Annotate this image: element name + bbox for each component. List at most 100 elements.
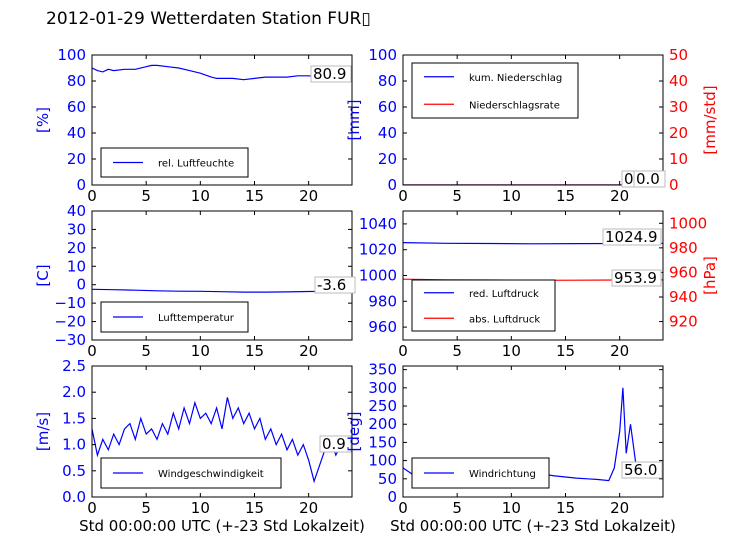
series-line-humidity-0 — [92, 64, 352, 81]
legend-winddir: Windrichtung — [411, 457, 550, 489]
y-tick-label-windspeed-0: 0.0 — [62, 488, 86, 506]
x-tick-label-humidity-10: 10 — [191, 187, 210, 205]
x-tick-label-precip-0: 0 — [398, 187, 408, 205]
x-tick-label-temperature-10: 10 — [191, 342, 210, 360]
y-tick-label-winddir-250: 250 — [368, 397, 397, 415]
y-tick-label-winddir-200: 200 — [368, 415, 397, 433]
y-tick-label-humidity-40: 40 — [67, 124, 86, 142]
y-tick-label-windspeed-1.5: 1.5 — [62, 409, 86, 427]
x-tick-label-humidity-0: 0 — [87, 187, 97, 205]
chart-panel-precip: 0 5 10 15 20 0 20 40 60 80 100 0 10 20 30 40 50 [mm] [mm/s… — [345, 46, 719, 205]
y-tick-label-temperature-0: 0 — [76, 276, 86, 294]
y-tick-label-humidity-20: 20 — [67, 150, 86, 168]
legend-humidity: rel. Luftfeuchte — [100, 147, 249, 178]
series-line-windspeed-0 — [92, 397, 352, 484]
y-tick-label-humidity-100: 100 — [57, 46, 86, 64]
legend-box-pressure — [411, 279, 556, 332]
y2-tick-label-precip-10: 10 — [669, 150, 688, 168]
y-tick-label-pressure-980: 980 — [368, 292, 397, 310]
plot-frame-winddir — [402, 365, 664, 498]
x-tick-label-humidity-15: 15 — [245, 187, 264, 205]
y2-tick-label-pressure-1000: 1000 — [669, 214, 707, 232]
x-tick-label-windspeed-20: 20 — [299, 499, 318, 517]
chart-panel-temperature: 0 5 10 15 20−30−20−10010203040[C]Lufttempera… — [34, 202, 356, 360]
x-tick-label-temperature-5: 5 — [141, 342, 151, 360]
x-tick-label-winddir-0: 0 — [398, 499, 408, 517]
legend-box-precip — [411, 62, 579, 119]
y-tick-label-humidity-80: 80 — [67, 72, 86, 90]
y-tick-label-pressure-960: 960 — [368, 318, 397, 336]
x-tick-label-windspeed-5: 5 — [141, 499, 151, 517]
y-tick-label-precip-60: 60 — [378, 98, 397, 116]
x-tick-label-pressure-15: 15 — [556, 342, 575, 360]
value-label-winddir-0: 56.0 — [624, 461, 657, 479]
legend-pressure: red. Luftdruck abs. Luftdruck — [411, 279, 556, 332]
y2-tick-label-pressure-960: 960 — [669, 263, 698, 281]
y2-tick-label-precip-40: 40 — [669, 72, 688, 90]
value-box-winddir-0 — [621, 461, 663, 479]
y-tick-label-windspeed-2: 2.0 — [62, 383, 86, 401]
y-tick-label-pressure-1040: 1040 — [359, 215, 397, 233]
legend-precip: kum. Niederschlag Niederschlagsrate — [411, 62, 579, 119]
y-tick-label-temperature--20: −20 — [54, 313, 86, 331]
value-box-windspeed-0 — [319, 435, 352, 453]
value-label-windspeed-0: 0.9 — [322, 435, 346, 453]
y-tick-label-temperature--10: −10 — [54, 294, 86, 312]
y-tick-label-precip-0: 0 — [387, 176, 397, 194]
y2-axis-label-pressure: [hPa] — [701, 256, 719, 295]
y-tick-label-winddir-0: 0 — [387, 488, 397, 506]
x-tick-label-winddir-5: 5 — [452, 499, 462, 517]
plot-frame-temperature — [91, 210, 353, 341]
y-tick-label-temperature--30: −30 — [54, 331, 86, 349]
x-axis-label-windspeed: Std 00:00:00 UTC (+-23 Std Lokalzeit) — [79, 517, 365, 535]
chart-panel-pressure: 0 5 10 15 20 960 980 1000 1020 1040 920 940 960 980 10… — [359, 210, 719, 360]
y-tick-label-pressure-1000: 1000 — [359, 267, 397, 285]
legend-label-windspeed-0: Windgeschwindigkeit — [158, 469, 264, 480]
plot-frame-windspeed — [91, 365, 353, 498]
value-label-humidity-0: 80.9 — [313, 65, 346, 83]
value-label-pressure-1: 953.9 — [614, 269, 657, 287]
x-tick-label-winddir-15: 15 — [556, 499, 575, 517]
y2-tick-label-pressure-920: 920 — [669, 313, 698, 331]
chart-panel-windspeed: 0 5 10 15 20 0.0 0.5 1.0 1.5 2.0 2.5 [m/s] Windgesch… — [34, 357, 365, 535]
legend-windspeed: Windgeschwindigkeit — [100, 457, 282, 489]
y2-tick-label-precip-20: 20 — [669, 124, 688, 142]
value-label-precip-1: 0.0 — [636, 170, 660, 188]
y2-tick-label-pressure-980: 980 — [669, 239, 698, 257]
value-label-temperature-0: -3.6 — [317, 276, 346, 294]
x-tick-label-precip-15: 15 — [556, 187, 575, 205]
y-tick-label-precip-20: 20 — [378, 150, 397, 168]
x-axis-label-winddir: Std 00:00:00 UTC (+-23 Std Lokalzeit) — [390, 517, 676, 535]
y-tick-label-pressure-1020: 1020 — [359, 241, 397, 259]
x-tick-label-winddir-20: 20 — [610, 499, 629, 517]
x-tick-label-temperature-0: 0 — [87, 342, 97, 360]
y-tick-label-windspeed-0.5: 0.5 — [62, 462, 86, 480]
legend-label-winddir-0: Windrichtung — [469, 469, 536, 480]
legend-temperature: Lufttemperatur — [100, 301, 249, 333]
y-tick-label-temperature-20: 20 — [67, 239, 86, 257]
value-box-humidity-0 — [310, 65, 352, 83]
y-tick-label-windspeed-2.5: 2.5 — [62, 357, 86, 375]
y-tick-label-temperature-30: 30 — [67, 220, 86, 238]
x-tick-label-temperature-20: 20 — [299, 342, 318, 360]
legend-label-pressure-1: abs. Luftdruck — [469, 314, 540, 325]
legend-label-precip-0: kum. Niederschlag — [469, 73, 562, 84]
y2-tick-label-precip-30: 30 — [669, 98, 688, 116]
y-axis-label-winddir: [deg] — [345, 412, 363, 452]
y-tick-label-humidity-0: 0 — [76, 176, 86, 194]
legend-label-humidity-0: rel. Luftfeuchte — [158, 159, 234, 170]
y-tick-label-temperature-10: 10 — [67, 257, 86, 275]
x-tick-label-pressure-5: 5 — [452, 342, 462, 360]
x-tick-label-temperature-15: 15 — [245, 342, 264, 360]
y-tick-label-windspeed-1: 1.0 — [62, 436, 86, 454]
y-tick-label-temperature-40: 40 — [67, 202, 86, 220]
y-axis-label-precip: [mm] — [345, 100, 363, 141]
x-tick-label-windspeed-15: 15 — [245, 499, 264, 517]
legend-label-precip-1: Niederschlagsrate — [469, 100, 560, 111]
y2-tick-label-precip-50: 50 — [669, 46, 688, 64]
value-box-precip-1 — [633, 170, 666, 188]
x-tick-label-winddir-10: 10 — [502, 499, 521, 517]
y2-tick-label-pressure-940: 940 — [669, 288, 698, 306]
y2-tick-label-precip-0: 0 — [669, 176, 679, 194]
